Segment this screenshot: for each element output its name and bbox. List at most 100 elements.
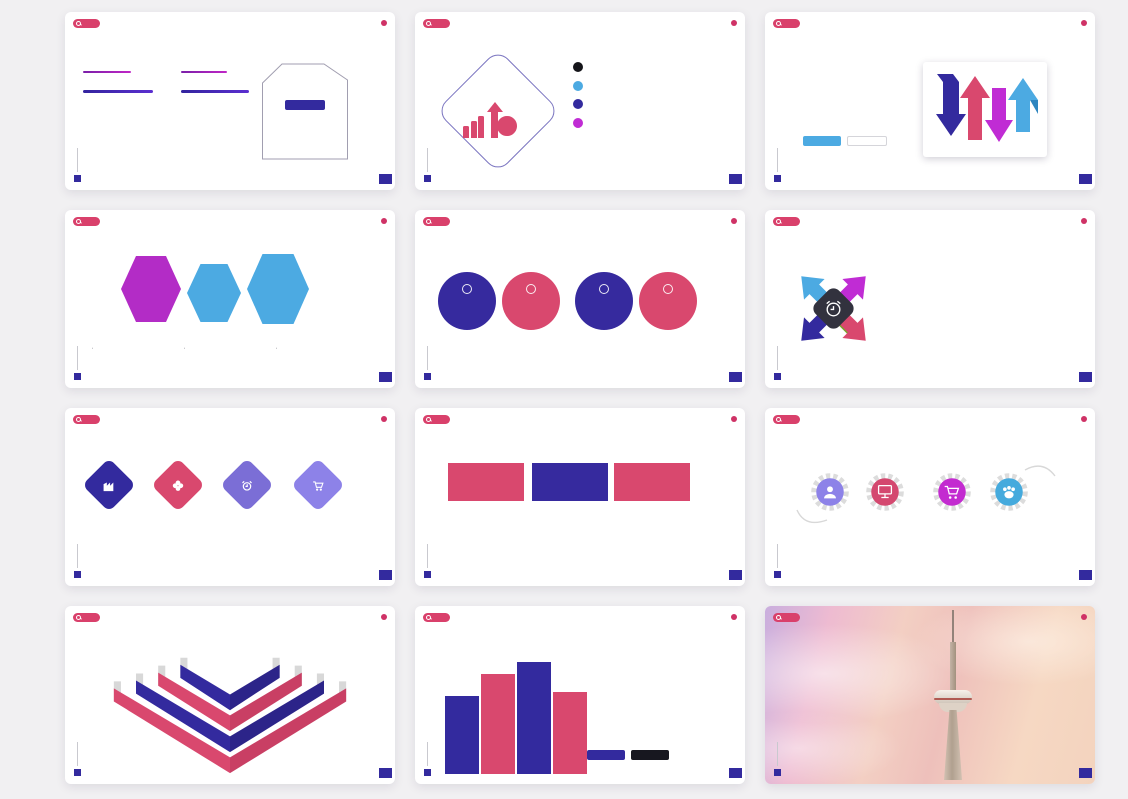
step-number bbox=[813, 530, 833, 532]
corner-square bbox=[73, 769, 81, 776]
progress-group bbox=[83, 88, 171, 95]
home-button[interactable] bbox=[1078, 174, 1092, 184]
bar-icon bbox=[463, 126, 469, 138]
slide-thumbnail-5[interactable] bbox=[415, 210, 745, 388]
arrows-card bbox=[923, 62, 1047, 157]
home-button[interactable] bbox=[378, 570, 392, 580]
counter-circle bbox=[502, 272, 560, 330]
rail-divider bbox=[426, 742, 428, 766]
home-button[interactable] bbox=[728, 372, 742, 382]
bullet-circle-icon bbox=[573, 99, 583, 109]
nav-dot-icon bbox=[1081, 416, 1087, 422]
slide-thumbnail-9[interactable] bbox=[765, 408, 1095, 586]
plus-icon[interactable] bbox=[462, 283, 472, 294]
cross-arrows-graphic bbox=[801, 276, 866, 341]
home-button[interactable] bbox=[1078, 768, 1092, 778]
slide-thumbnail-6[interactable] bbox=[765, 210, 1095, 388]
rail-divider bbox=[76, 148, 78, 172]
rail-divider bbox=[426, 346, 428, 370]
topic-block bbox=[614, 463, 690, 501]
progress-group bbox=[83, 69, 171, 76]
search-button[interactable] bbox=[423, 414, 450, 424]
search-button[interactable] bbox=[423, 612, 450, 622]
corner-square bbox=[423, 769, 431, 776]
home-button[interactable] bbox=[1078, 372, 1092, 382]
arrows-graphic bbox=[936, 74, 1038, 142]
search-button[interactable] bbox=[73, 414, 100, 424]
left-rail bbox=[72, 541, 82, 578]
search-icon bbox=[426, 218, 431, 224]
slide-thumbnail-4[interactable] bbox=[65, 210, 395, 388]
search-icon bbox=[776, 416, 781, 422]
home-button[interactable] bbox=[1078, 570, 1092, 580]
diamond-card bbox=[220, 458, 274, 512]
alarm-icon bbox=[826, 300, 841, 317]
left-rail bbox=[422, 343, 432, 380]
gear-user bbox=[811, 473, 849, 511]
nav-dot-icon bbox=[381, 20, 387, 26]
slide-navbar bbox=[423, 611, 737, 623]
support-us-button[interactable] bbox=[847, 136, 887, 146]
slide-navbar bbox=[73, 215, 387, 227]
progress-group bbox=[181, 69, 269, 76]
minus-icon[interactable] bbox=[663, 283, 673, 294]
slide-thumbnail-8[interactable] bbox=[415, 408, 745, 586]
bar-icon bbox=[478, 116, 484, 138]
search-button[interactable] bbox=[773, 216, 800, 226]
left-rail bbox=[772, 343, 782, 380]
search-button[interactable] bbox=[773, 612, 800, 622]
step-number bbox=[898, 273, 915, 274]
bar-icon bbox=[470, 121, 477, 138]
search-button[interactable] bbox=[73, 612, 100, 622]
search-button[interactable] bbox=[423, 216, 450, 226]
corner-square bbox=[773, 571, 781, 578]
cart-icon bbox=[944, 485, 960, 499]
progress-bar-grid bbox=[83, 69, 269, 96]
step-number bbox=[970, 273, 987, 274]
show-more-button-dark[interactable] bbox=[631, 750, 669, 760]
learn-more-button[interactable] bbox=[803, 136, 841, 146]
progress-bar bbox=[83, 90, 153, 93]
search-button[interactable] bbox=[73, 18, 100, 28]
show-more-button[interactable] bbox=[587, 750, 625, 760]
home-button[interactable] bbox=[378, 372, 392, 382]
step-number bbox=[937, 530, 957, 532]
corner-square bbox=[73, 571, 81, 578]
slide-navbar bbox=[73, 413, 387, 425]
cn-tower-photo bbox=[923, 610, 983, 780]
slide-thumbnail-7[interactable] bbox=[65, 408, 395, 586]
search-button[interactable] bbox=[773, 414, 800, 424]
slide-thumbnail-12[interactable] bbox=[765, 606, 1095, 784]
nav-dot-icon bbox=[731, 416, 737, 422]
home-button[interactable] bbox=[378, 174, 392, 184]
left-rail bbox=[772, 145, 782, 182]
nav-dot-icon bbox=[731, 20, 737, 26]
right-rail bbox=[728, 478, 742, 580]
search-button[interactable] bbox=[773, 18, 800, 28]
gear-cart bbox=[933, 473, 971, 511]
minus-icon[interactable] bbox=[526, 283, 536, 294]
swot-item bbox=[573, 98, 707, 109]
bullet-paragraph bbox=[184, 346, 266, 351]
home-button[interactable] bbox=[728, 174, 742, 184]
plus-icon[interactable] bbox=[599, 283, 609, 294]
corner-square bbox=[423, 373, 431, 380]
progress-group bbox=[181, 88, 269, 95]
search-icon bbox=[76, 218, 81, 224]
show-more-button[interactable] bbox=[285, 100, 325, 110]
search-button[interactable] bbox=[73, 216, 100, 226]
search-button[interactable] bbox=[423, 18, 450, 28]
slide-thumbnail-3[interactable] bbox=[765, 12, 1095, 190]
slide-thumbnail-1[interactable] bbox=[65, 12, 395, 190]
slide-thumbnail-10[interactable] bbox=[65, 606, 395, 784]
swot-item bbox=[573, 61, 707, 72]
slide-thumbnail-2[interactable] bbox=[415, 12, 745, 190]
right-rail bbox=[728, 280, 742, 382]
home-button[interactable] bbox=[728, 768, 742, 778]
home-button[interactable] bbox=[378, 768, 392, 778]
search-icon bbox=[776, 20, 781, 26]
slide-thumbnail-11[interactable] bbox=[415, 606, 745, 784]
chevron-pyramid bbox=[113, 657, 347, 774]
home-button[interactable] bbox=[728, 570, 742, 580]
right-rail bbox=[1078, 478, 1092, 580]
